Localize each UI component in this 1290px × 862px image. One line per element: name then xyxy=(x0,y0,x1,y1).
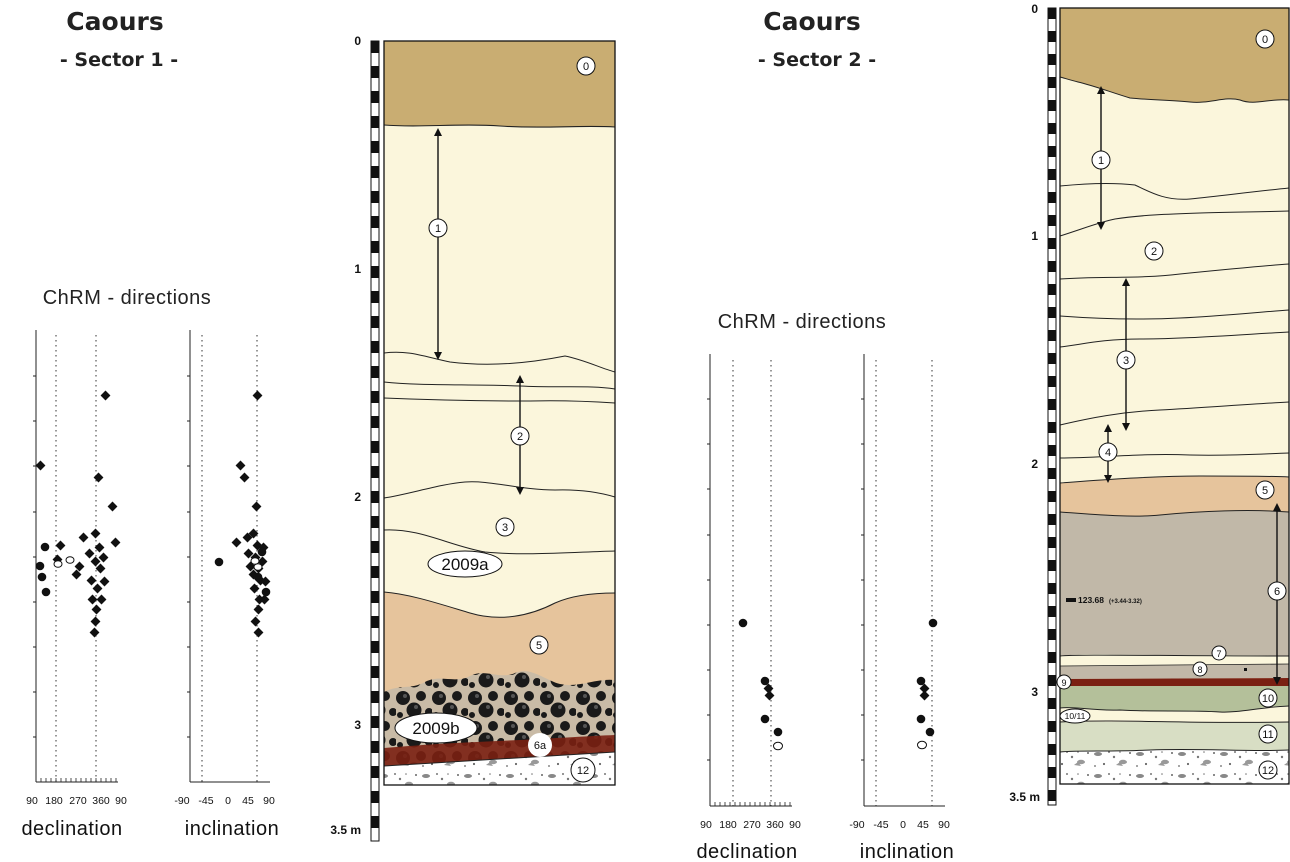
s1-depth-0: 0 xyxy=(354,34,361,48)
s2-depth-1: 1 xyxy=(1031,229,1038,243)
s1-label-12: 12 xyxy=(577,765,589,777)
sector2-title: Caours xyxy=(763,7,860,36)
s2-decl-tick-3: 360 xyxy=(766,819,784,831)
s1-incl-points xyxy=(214,390,271,638)
s2-incl-tick-2: 0 xyxy=(900,819,906,831)
s2-incl-points xyxy=(916,618,938,750)
s1-unit-5 xyxy=(384,592,615,695)
sector1-declination-label: declination xyxy=(21,818,122,840)
s2-unit-9-soil xyxy=(1060,678,1289,686)
s1-label-1: 1 xyxy=(435,223,441,235)
s2-depth-unit: 3.5 m xyxy=(1009,790,1040,804)
s2-age-sample-marker xyxy=(1066,598,1076,602)
s1-incl-tick-1: -45 xyxy=(198,795,213,807)
s1-incl-tick-0: -90 xyxy=(174,795,189,807)
s2-depth-0: 0 xyxy=(1031,2,1038,16)
s1-decl-tick-0: 90 xyxy=(26,795,38,807)
s2-label-11: 11 xyxy=(1262,729,1273,741)
sector2-inclination-label: inclination xyxy=(860,841,954,862)
sector2-declination-plot: 90 180 270 360 90 declination xyxy=(696,354,801,862)
s1-depth-2: 2 xyxy=(354,490,361,504)
s1-unit-0 xyxy=(384,41,615,128)
s1-label-6a: 6a xyxy=(534,740,547,752)
s2-unit-6 xyxy=(1060,510,1289,656)
s1-label-5: 5 xyxy=(536,640,542,652)
sector2-chrm-title: ChRM - directions xyxy=(718,311,887,333)
sector1-inclination-label: inclination xyxy=(185,818,279,840)
s2-label-1: 1 xyxy=(1098,155,1104,167)
s1-incl-tick-4: 90 xyxy=(263,795,275,807)
sector1-chrm-title: ChRM - directions xyxy=(43,287,212,309)
s2-decl-points xyxy=(738,618,783,751)
s2-incl-tick-0: -90 xyxy=(849,819,864,831)
sector2-depth-scale: 0 1 2 3 3.5 m xyxy=(1009,2,1057,806)
s2-label-12: 12 xyxy=(1262,765,1274,777)
s2-label-7: 7 xyxy=(1216,649,1221,659)
s1-decl-tick-4: 90 xyxy=(115,795,127,807)
s1-sample-2009b: 2009b xyxy=(412,719,459,738)
sector2-declination-label: declination xyxy=(696,841,797,862)
s1-depth-unit: 3.5 m xyxy=(330,823,361,837)
s2-label-9: 9 xyxy=(1061,678,1066,688)
s2-unit-0 xyxy=(1060,8,1289,103)
s2-depth-3: 3 xyxy=(1031,685,1038,699)
s2-label-5: 5 xyxy=(1262,485,1268,497)
s1-incl-tick-2: 0 xyxy=(225,795,231,807)
s1-depth-1: 1 xyxy=(354,262,361,276)
s2-label-10: 10 xyxy=(1262,693,1274,705)
s2-unit-12-gravel xyxy=(1060,749,1289,784)
s1-decl-tick-3: 360 xyxy=(92,795,110,807)
sector1-section: 0 1 2 3 5 12 6a 2009a 2009b xyxy=(383,40,616,786)
s2-label-0: 0 xyxy=(1262,34,1268,46)
s1-label-2: 2 xyxy=(517,431,523,443)
s1-decl-points xyxy=(35,390,121,638)
s2-unit-5 xyxy=(1060,476,1289,517)
s2-decl-tick-1: 180 xyxy=(719,819,737,831)
s2-decl-tick-2: 270 xyxy=(743,819,761,831)
s1-incl-tick-3: 45 xyxy=(242,795,254,807)
s2-label-8: 8 xyxy=(1197,665,1202,675)
sector1-inclination-plot: -90 -45 0 45 90 inclination xyxy=(174,330,279,840)
sector1-depth-scale: 0 1 2 3 3.5 m xyxy=(330,34,380,842)
sector2-section: 123.68 (+3.44-3.32) 0 1 2 3 4 5 6 7 8 9 … xyxy=(1056,7,1290,785)
sector2-subtitle: - Sector 2 - xyxy=(758,49,876,71)
s1-label-3: 3 xyxy=(502,522,508,534)
sector2-inclination-plot: -90 -45 0 45 90 inclination xyxy=(849,354,954,862)
s2-label-10-11: 10/11 xyxy=(1065,711,1086,721)
s1-label-0: 0 xyxy=(583,61,589,73)
s2-depth-2: 2 xyxy=(1031,457,1038,471)
s1-depth-3: 3 xyxy=(354,718,361,732)
s2-unit-10 xyxy=(1060,686,1289,713)
s2-label-4: 4 xyxy=(1105,447,1111,459)
s2-incl-tick-4: 90 xyxy=(938,819,950,831)
s2-age-error: (+3.44-3.32) xyxy=(1109,599,1142,605)
s2-decl-tick-4: 90 xyxy=(789,819,801,831)
s2-label-6: 6 xyxy=(1274,586,1280,598)
sector1-subtitle: - Sector 1 - xyxy=(60,49,178,71)
s1-sample-2009a: 2009a xyxy=(441,555,489,574)
s1-decl-tick-1: 180 xyxy=(45,795,63,807)
s2-incl-tick-3: 45 xyxy=(917,819,929,831)
s2-label-3: 3 xyxy=(1123,355,1129,367)
s2-decl-tick-0: 90 xyxy=(700,819,712,831)
sector1-title: Caours xyxy=(66,7,163,36)
s1-unit-12-gravel xyxy=(384,752,615,785)
s2-age-value: 123.68 xyxy=(1078,595,1104,605)
s2-incl-tick-1: -45 xyxy=(873,819,888,831)
s2-label-2: 2 xyxy=(1151,246,1157,258)
s2-unit-11 xyxy=(1060,722,1289,752)
sector1-declination-plot: 90 180 270 360 90 declination xyxy=(21,330,127,840)
s1-decl-tick-2: 270 xyxy=(69,795,87,807)
